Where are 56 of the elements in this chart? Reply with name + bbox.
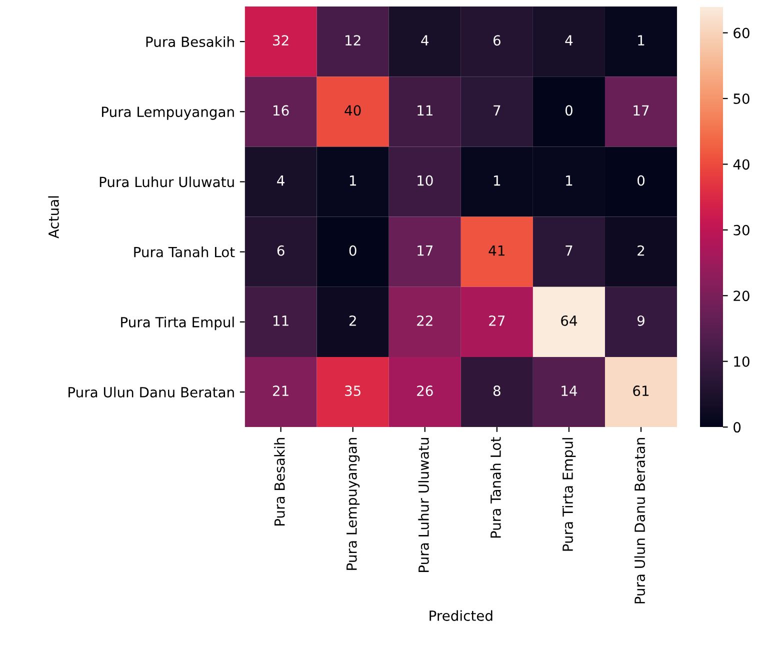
data-label: 6 [277, 245, 284, 256]
data-label: 4 [277, 175, 284, 186]
y-tick-label: Pura Luhur Uluwatu [100, 176, 234, 188]
data-label: 12 [346, 35, 360, 46]
data-label: 40 [344, 105, 361, 116]
data-label: 0 [349, 245, 356, 256]
data-label: 1 [494, 175, 500, 186]
color-bar-label: 10 [734, 356, 750, 367]
data-label: 6 [493, 35, 500, 46]
data-label: 64 [561, 315, 578, 326]
color-bar-label: 60 [734, 28, 750, 38]
data-label: 17 [634, 105, 649, 116]
data-label: 11 [274, 316, 288, 326]
data-label: 9 [637, 315, 644, 326]
y-tick-label: Pura Tirta Empul [121, 316, 234, 330]
data-label: 8 [493, 386, 500, 396]
data-label: 1 [350, 175, 356, 186]
data-label: 1 [566, 175, 572, 186]
color-bar-label: 20 [734, 290, 750, 302]
color-bar-label: 0 [734, 422, 741, 433]
y-tick-label: Pura Besakih [146, 36, 234, 48]
data-label: 4 [421, 35, 429, 46]
data-label: 4 [565, 35, 573, 46]
data-label: 7 [494, 105, 500, 116]
x-tick-label: Pura Ulun Danu Beratan [634, 438, 646, 604]
data-label: 10 [418, 175, 433, 186]
color-bar-label: 30 [734, 224, 750, 236]
color-bar-label: 50 [734, 93, 750, 104]
data-label: 2 [638, 245, 644, 256]
data-label: 32 [273, 35, 288, 46]
data-label: 2 [349, 315, 356, 326]
data-label: 21 [273, 386, 288, 396]
x-tick-label: Pura Tirta Empul [562, 438, 576, 551]
y-tick-label: Pura Ulun Danu Beratan [68, 386, 234, 398]
data-label: 35 [345, 386, 360, 396]
data-label: 61 [633, 386, 649, 396]
x-tick-label: Pura Lempuyangan [346, 438, 360, 570]
color-bar-label: 40 [733, 159, 750, 170]
data-label: 11 [418, 105, 432, 116]
data-label: 0 [638, 175, 644, 186]
x-tick-label: Pura Luhur Uluwatu [418, 438, 429, 572]
y-axis-title: Actual [48, 196, 59, 238]
data-label: 16 [274, 105, 289, 116]
data-label: 41 [488, 246, 504, 256]
data-label: 26 [417, 386, 433, 396]
y-tick-label: Pura Lempuyangan [102, 106, 234, 120]
data-label: 1 [638, 35, 644, 46]
y-tick-label: Pura Tanah Lot [134, 246, 235, 258]
x-axis-title: Predicted [430, 610, 492, 621]
x-tick-label: Pura Tanah Lot [490, 437, 501, 538]
data-label: 0 [565, 105, 572, 116]
data-label: 22 [417, 315, 432, 326]
data-label: 17 [418, 246, 433, 256]
data-label: 7 [566, 246, 572, 256]
data-label: 27 [489, 315, 505, 326]
data-label: 14 [562, 386, 578, 396]
